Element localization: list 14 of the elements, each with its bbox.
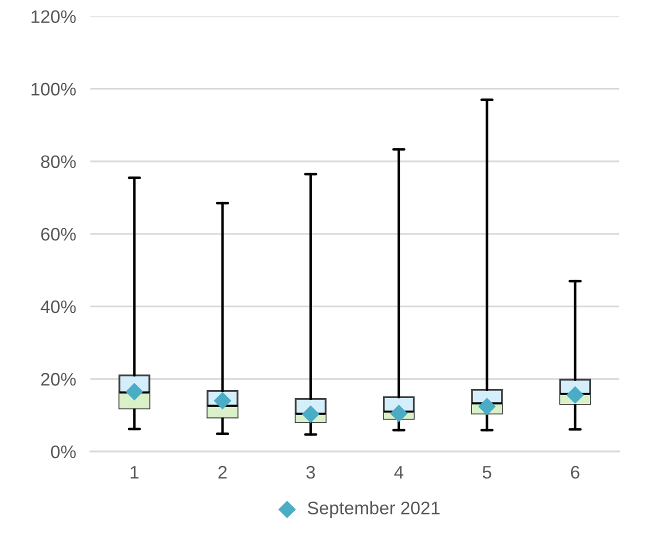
x-tick-label: 5 bbox=[482, 466, 492, 479]
x-tick-label: 4 bbox=[394, 466, 404, 478]
legend-label: September 2021 bbox=[308, 501, 440, 518]
x-tick-label: 6 bbox=[571, 466, 580, 479]
x-tick-label: 1 bbox=[130, 466, 139, 478]
y-tick-label: 20% bbox=[41, 372, 76, 386]
x-tick-label: 3 bbox=[306, 466, 315, 479]
y-tick-label: 120% bbox=[32, 10, 76, 24]
y-tick-label: 80% bbox=[41, 155, 76, 168]
y-tick-label: 100% bbox=[32, 82, 76, 96]
y-tick-label: 0% bbox=[51, 445, 76, 458]
y-tick-label: 60% bbox=[41, 228, 76, 241]
x-tick-label: 2 bbox=[218, 466, 227, 478]
y-tick-label: 40% bbox=[40, 300, 76, 314]
